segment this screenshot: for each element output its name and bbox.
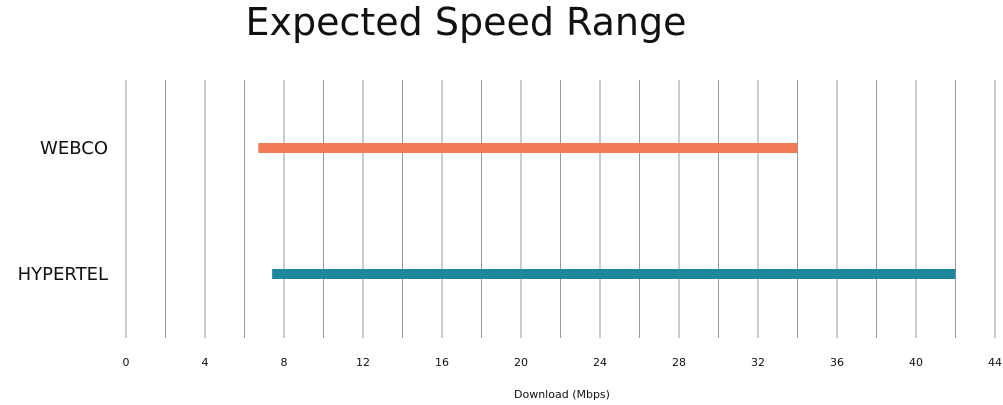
x-tick-label: 20 xyxy=(514,356,528,369)
x-tick-label: 4 xyxy=(202,356,209,369)
x-tick-label: 40 xyxy=(909,356,923,369)
x-axis-label: Download (Mbps) xyxy=(514,388,610,401)
chart-title: Expected Speed Range xyxy=(245,0,686,44)
x-tick-label: 32 xyxy=(751,356,765,369)
range-bar-hypertel xyxy=(272,269,956,279)
range-bar-webco xyxy=(258,143,798,153)
x-tick-label: 28 xyxy=(672,356,686,369)
x-tick-label: 16 xyxy=(435,356,449,369)
x-tick-label: 12 xyxy=(356,356,370,369)
category-label: HYPERTEL xyxy=(18,264,108,285)
x-tick-label: 36 xyxy=(830,356,844,369)
x-tick-label: 8 xyxy=(281,356,288,369)
x-tick-label: 24 xyxy=(593,356,607,369)
category-label: WEBCO xyxy=(40,138,108,159)
x-tick-label: 44 xyxy=(988,356,1002,369)
x-tick-label: 0 xyxy=(123,356,130,369)
